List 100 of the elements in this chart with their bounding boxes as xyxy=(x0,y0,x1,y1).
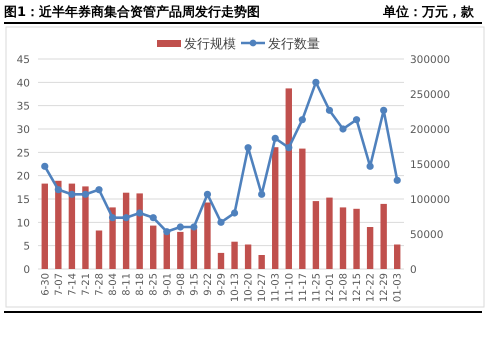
point xyxy=(122,214,130,222)
x-tick-label: 11-17 xyxy=(298,273,309,302)
bar xyxy=(96,230,102,269)
legend-label: 发行规模 xyxy=(184,37,236,52)
point xyxy=(366,162,374,170)
point xyxy=(54,186,62,194)
y-tick-label: 35 xyxy=(16,100,30,113)
point xyxy=(204,190,212,198)
bar xyxy=(177,232,184,269)
y-tick-label: 40 xyxy=(16,77,30,90)
x-tick-label: 9-08 xyxy=(176,273,187,296)
point xyxy=(326,106,334,114)
point xyxy=(298,116,306,124)
bar xyxy=(204,202,211,269)
x-tick-label: 9-29 xyxy=(216,273,228,296)
y2-tick-label: 150000 xyxy=(410,159,450,171)
x-tick-label: 8-04 xyxy=(108,273,120,296)
bar xyxy=(164,233,170,269)
x-tick-label: 12-08 xyxy=(338,273,350,302)
point xyxy=(394,176,401,184)
x-tick-label: 11-03 xyxy=(270,273,282,302)
legend-label: 发行数量 xyxy=(268,37,320,52)
y2-tick-label: 0 xyxy=(410,264,417,276)
x-tick-label: 12-01 xyxy=(324,273,336,302)
point xyxy=(339,125,347,133)
x-tick-label: 7-14 xyxy=(67,273,78,296)
bar xyxy=(231,242,238,269)
x-tick-label: 8-18 xyxy=(135,273,146,296)
y-tick-label: 20 xyxy=(16,170,30,183)
y-tick-label: 45 xyxy=(16,54,30,66)
x-tick-label: 8-25 xyxy=(148,273,160,296)
bar xyxy=(272,147,278,269)
x-tick-label: 7-07 xyxy=(54,273,65,296)
x-tick-label: 01-03 xyxy=(392,273,404,302)
y-tick-label: 15 xyxy=(16,194,30,206)
point xyxy=(176,223,184,231)
bar xyxy=(366,227,374,269)
point xyxy=(312,78,320,86)
bar xyxy=(353,208,360,269)
point xyxy=(217,218,225,226)
point xyxy=(258,190,266,198)
point xyxy=(272,134,279,142)
point xyxy=(82,190,90,198)
y2-tick-label: 250000 xyxy=(410,89,450,101)
y2-tick-label: 50000 xyxy=(410,229,444,241)
y-tick-label: 30 xyxy=(16,124,30,136)
chart-title: 图1：近半年券商集合资管产品周发行走势图 xyxy=(4,4,260,20)
x-tick-label: 9-15 xyxy=(189,273,200,296)
bar xyxy=(68,184,76,269)
y2-tick-label: 200000 xyxy=(410,124,450,136)
bar xyxy=(286,88,292,269)
chart-subtitle: 单位：万元，款 xyxy=(382,4,475,20)
bar xyxy=(190,229,198,269)
point xyxy=(136,209,144,217)
bar xyxy=(312,201,320,269)
point xyxy=(95,186,103,194)
x-tick-label: 11-25 xyxy=(311,273,322,302)
x-tick-label: 6-30 xyxy=(40,273,52,296)
bar xyxy=(42,184,48,269)
bar xyxy=(218,252,224,269)
bar xyxy=(82,186,89,269)
x-tick-label: 12-22 xyxy=(366,273,377,302)
bar xyxy=(326,198,333,269)
point xyxy=(380,106,388,114)
bar xyxy=(150,226,156,269)
y2-tick-label: 300000 xyxy=(410,54,450,66)
point xyxy=(230,209,238,217)
x-tick-label: 11-10 xyxy=(284,273,296,302)
point xyxy=(150,214,157,222)
point xyxy=(108,214,116,222)
point xyxy=(244,144,252,152)
x-tick-label: 7-21 xyxy=(80,273,92,296)
point xyxy=(68,190,76,198)
x-tick-label: 12-15 xyxy=(352,273,364,302)
point xyxy=(163,228,170,236)
y-tick-label: 5 xyxy=(23,240,30,253)
x-tick-label: 10-13 xyxy=(230,273,242,302)
y2-tick-label: 100000 xyxy=(410,194,450,206)
point xyxy=(41,162,48,170)
point xyxy=(352,116,360,124)
bar xyxy=(340,207,346,269)
x-tick-label: 9-01 xyxy=(162,273,174,296)
bar xyxy=(380,204,387,269)
x-tick-label: 10-20 xyxy=(244,273,255,302)
y-tick-label: 0 xyxy=(23,264,30,276)
y-tick-label: 10 xyxy=(16,217,30,230)
point xyxy=(285,144,292,152)
y-tick-label: 25 xyxy=(16,147,30,160)
x-tick-label: 9-22 xyxy=(202,273,214,296)
bar xyxy=(136,193,143,269)
bar xyxy=(55,180,62,269)
x-tick-label: 7-28 xyxy=(94,273,106,296)
x-tick-label: 12-29 xyxy=(379,273,390,302)
bar xyxy=(122,192,130,269)
bar xyxy=(394,244,400,269)
x-tick-label: 10-27 xyxy=(257,273,268,302)
bar xyxy=(258,255,265,269)
bar xyxy=(244,244,252,269)
bar xyxy=(299,148,306,269)
x-tick-label: 8-11 xyxy=(122,273,133,296)
